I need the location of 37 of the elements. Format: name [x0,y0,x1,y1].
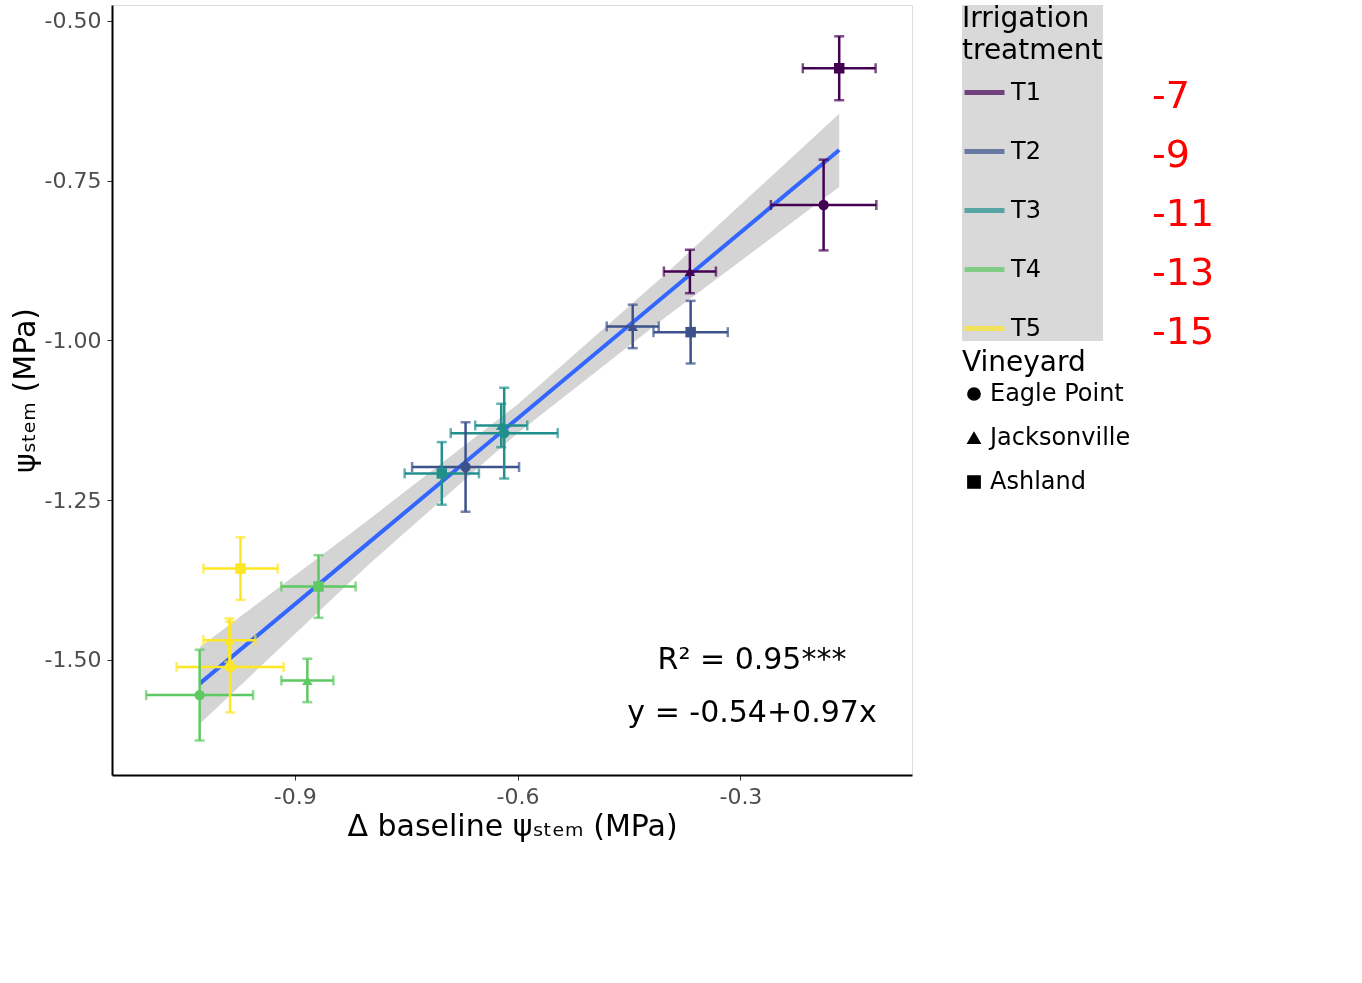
legend-label: Eagle Point [990,379,1124,407]
text: -9 [1152,132,1190,176]
x-tick-label: -0.9 [273,783,317,809]
text: Irrigation treatment [962,1,1103,66]
point [685,326,696,338]
x-axis-title: Δ baseline ψₛₜₑₘ (MPa) [347,807,678,843]
annotation: y = -0.54+0.97x [627,694,877,730]
text: -15 [1152,309,1215,353]
y-tick-label: -1.50 [44,647,102,673]
y-tick-label: -0.75 [44,168,102,194]
point [460,461,471,473]
x-tick-label: -0.6 [496,783,540,809]
x-tick-label: -0.3 [719,783,763,809]
text: Vineyard [962,345,1086,378]
y-tick-label: -1.00 [44,327,102,353]
legend-label: T5 [1010,313,1041,342]
y-tick-label: -0.50 [44,8,102,34]
text: -13 [1152,250,1215,294]
legend-label: Jacksonville [988,423,1131,451]
text: -11 [1152,191,1215,235]
point [436,468,448,479]
point [235,563,246,574]
point [498,427,510,439]
y-tick-label: -1.25 [44,487,102,513]
point [194,689,205,701]
text: -7 [1152,73,1190,117]
point [833,63,845,74]
legend-label: T3 [1010,195,1041,224]
point [818,199,829,211]
point [224,661,236,673]
point [313,581,324,592]
annotation: R² = 0.95*** [657,640,847,676]
legend-label: T1 [1010,77,1041,106]
legend-label: T4 [1010,254,1041,283]
legend-label: Ashland [990,467,1086,495]
y-axis-title: ψₛₜₑₘ (MPa) [6,308,42,473]
legend-label: T2 [1010,136,1041,165]
